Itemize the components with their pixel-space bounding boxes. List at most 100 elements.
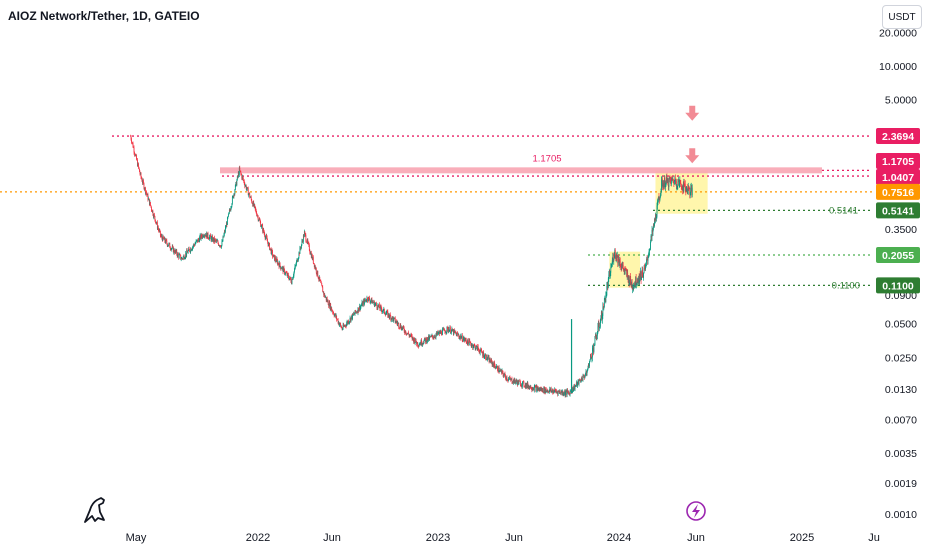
- candle-body: [524, 386, 526, 388]
- candle-body: [215, 239, 216, 241]
- candle-body: [611, 265, 613, 267]
- currency-button[interactable]: USDT: [882, 5, 922, 29]
- candle-body: [170, 248, 172, 250]
- x-tick-label: Ju: [868, 532, 880, 544]
- candle-body: [443, 328, 444, 330]
- candle-body: [678, 179, 680, 185]
- candle-body: [492, 363, 494, 365]
- candle-body: [534, 386, 536, 387]
- candle-body: [537, 388, 539, 391]
- candle-body: [521, 385, 523, 387]
- candle-body: [206, 232, 207, 237]
- candle-body: [249, 197, 251, 198]
- candle-body: [632, 288, 634, 289]
- candle-body: [420, 343, 421, 345]
- candle-body: [670, 178, 672, 185]
- candle-body: [558, 391, 560, 392]
- candle-body: [392, 317, 394, 321]
- candle-body: [261, 225, 263, 226]
- candle-body: [191, 249, 193, 250]
- candle-body: [198, 238, 199, 240]
- candle-body: [648, 251, 650, 256]
- candle-body: [140, 172, 141, 175]
- candle-body: [188, 248, 190, 251]
- candle-body: [237, 176, 239, 177]
- candle-body: [529, 385, 531, 388]
- candle-body: [131, 139, 132, 143]
- candle-body: [655, 214, 657, 219]
- candle-body: [303, 231, 305, 237]
- candle-body: [614, 249, 616, 256]
- candle-body: [162, 235, 164, 241]
- candle-body: [354, 313, 355, 315]
- candle-body: [302, 235, 304, 242]
- candle-body: [260, 221, 262, 227]
- candle-body: [562, 391, 564, 394]
- candle-body: [610, 266, 612, 268]
- candle-body: [663, 183, 665, 188]
- candle-body: [463, 337, 465, 341]
- candle-body: [387, 311, 389, 317]
- candle-body: [430, 335, 432, 338]
- candle-body: [395, 322, 397, 323]
- candle-body: [589, 361, 590, 367]
- candle-body: [346, 321, 348, 324]
- candle-body: [233, 193, 235, 195]
- price-badge-0: [876, 128, 920, 145]
- candle-body: [551, 390, 553, 392]
- candle-body: [245, 185, 247, 187]
- candle-body: [455, 333, 457, 337]
- candle-body: [484, 354, 486, 356]
- event-icon: [686, 501, 706, 521]
- candle-body: [242, 177, 244, 181]
- candle-body: [437, 331, 438, 335]
- candle-body: [321, 283, 323, 286]
- candle-body: [581, 377, 583, 381]
- candle-body: [308, 244, 310, 251]
- candle-body: [523, 386, 525, 387]
- candle-body: [228, 212, 230, 214]
- candle-body: [404, 330, 406, 333]
- candle-body: [476, 345, 478, 351]
- candle-body: [239, 170, 241, 172]
- candle-body: [162, 235, 164, 239]
- candle-body: [565, 390, 567, 392]
- candle-body: [172, 246, 174, 253]
- candle-body: [375, 303, 377, 306]
- candle-body: [613, 255, 615, 259]
- candle-body: [326, 298, 328, 302]
- candle-body: [667, 178, 668, 182]
- candle-body: [282, 267, 284, 273]
- candle-body: [616, 255, 618, 258]
- candle-body: [266, 237, 268, 241]
- candle-body: [573, 385, 575, 390]
- candle-body: [367, 299, 369, 301]
- candle-body: [682, 185, 684, 191]
- candle-body: [577, 380, 579, 383]
- candle-body: [294, 266, 296, 270]
- candle-body: [520, 385, 522, 386]
- candle-body: [151, 210, 153, 212]
- candle-body: [430, 336, 431, 338]
- candle-body: [688, 187, 690, 188]
- candle-body: [666, 176, 668, 182]
- candle-body: [503, 375, 505, 377]
- y-tick-label: 0.0010: [885, 509, 917, 521]
- candle-body: [448, 330, 450, 332]
- candle-body: [527, 386, 529, 388]
- candle-body: [588, 363, 590, 367]
- candle-body: [350, 317, 352, 322]
- candle-body: [232, 195, 234, 198]
- candle-body: [476, 345, 478, 347]
- candle-body: [150, 201, 151, 206]
- candle-body: [140, 172, 142, 178]
- candle-body: [533, 388, 535, 391]
- candle-body: [505, 375, 506, 379]
- candle-body: [155, 222, 157, 224]
- candle-body: [506, 377, 508, 381]
- candle-body: [281, 267, 283, 269]
- candle-body: [487, 358, 489, 360]
- candle-body: [579, 380, 581, 381]
- x-tick-label: May: [126, 532, 147, 544]
